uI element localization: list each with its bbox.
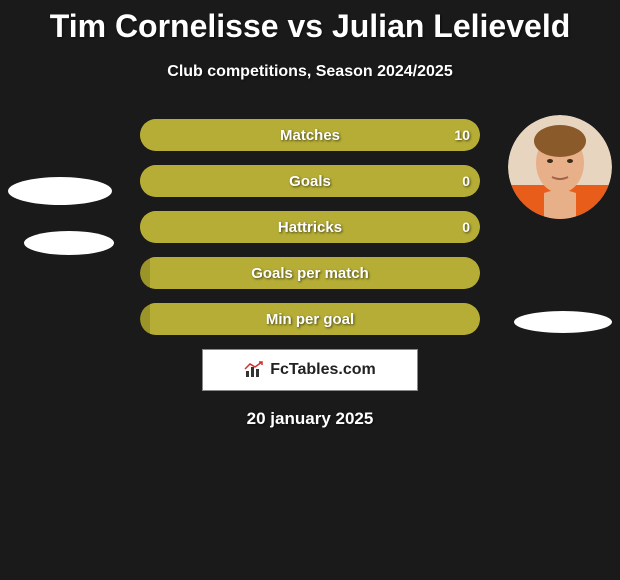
stat-label: Goals [140, 165, 480, 197]
comparison-panel: Matches10Goals0Hattricks0Goals per match… [0, 119, 620, 429]
chart-icon [244, 361, 266, 379]
date-label: 20 january 2025 [0, 409, 620, 429]
player-right-avatar [508, 115, 612, 219]
stat-value-right: 0 [462, 165, 470, 197]
stat-label: Matches [140, 119, 480, 151]
logo-text: FcTables.com [270, 361, 376, 379]
stat-row: Goals0 [140, 165, 480, 197]
stat-row: Hattricks0 [140, 211, 480, 243]
subtitle: Club competitions, Season 2024/2025 [0, 63, 620, 81]
stat-value-right: 10 [454, 119, 470, 151]
stat-label: Min per goal [140, 303, 480, 335]
stat-row: Matches10 [140, 119, 480, 151]
stat-label: Hattricks [140, 211, 480, 243]
player-left-pill-2 [24, 231, 114, 255]
logo-box: FcTables.com [202, 349, 418, 391]
stats-bars: Matches10Goals0Hattricks0Goals per match… [140, 119, 480, 335]
stat-label: Goals per match [140, 257, 480, 289]
player-left-pill-1 [8, 177, 112, 205]
player-right-pill [514, 311, 612, 333]
page-title: Tim Cornelisse vs Julian Lelieveld [0, 0, 620, 45]
stat-row: Min per goal [140, 303, 480, 335]
stat-row: Goals per match [140, 257, 480, 289]
stat-value-right: 0 [462, 211, 470, 243]
